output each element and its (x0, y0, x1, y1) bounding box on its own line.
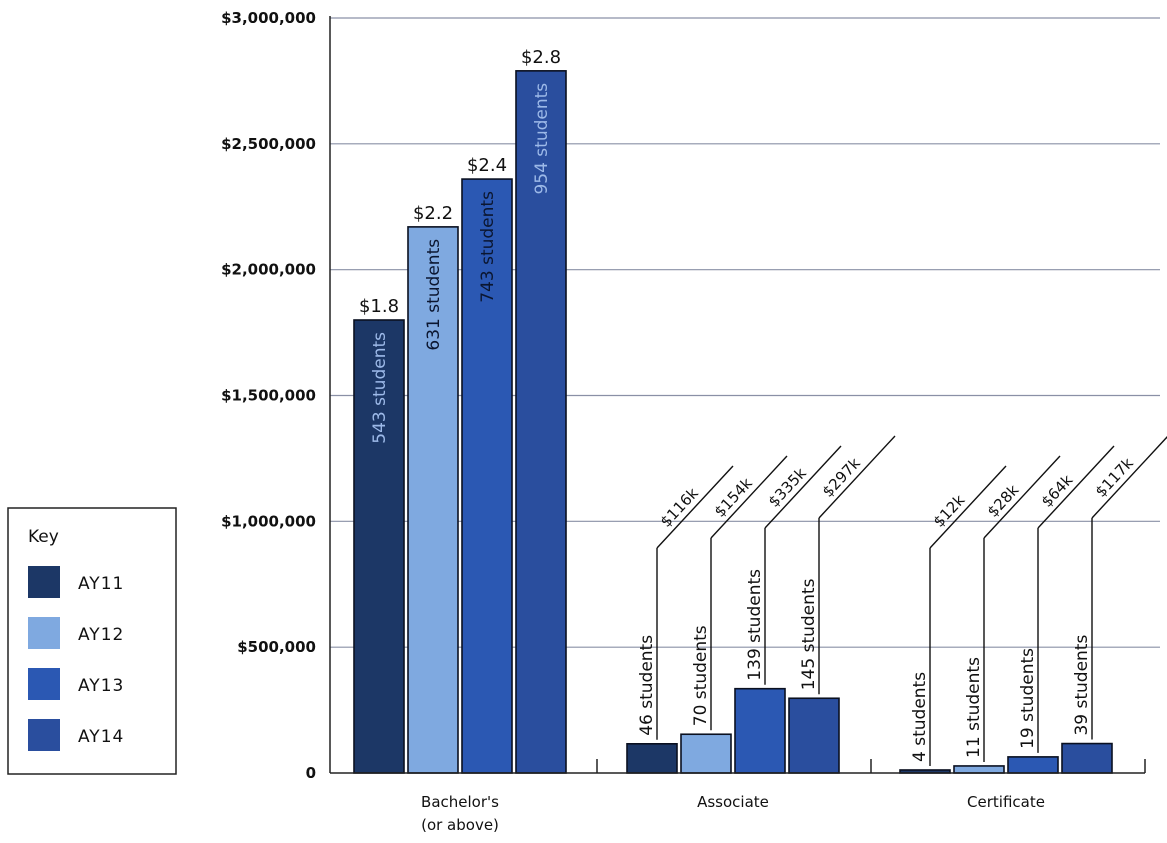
students-label: 543 students (370, 332, 390, 444)
leader-line-diagonal (929, 465, 1007, 549)
bar-ay13 (1007, 756, 1059, 774)
students-label: 70 students (691, 625, 711, 726)
students-label: 743 students (478, 191, 498, 303)
legend-swatch (28, 566, 60, 598)
leader-line-diagonal (764, 445, 842, 529)
y-tick-label: $1,000,000 (221, 512, 316, 530)
legend-title: Key (28, 527, 59, 547)
value-label: $64k (1038, 471, 1077, 511)
legend: Key AY11 AY12 AY13 AY14 (7, 507, 177, 775)
x-category-label: Certificate (967, 793, 1045, 811)
legend-swatch (28, 719, 60, 751)
leader-line-diagonal (1091, 436, 1167, 519)
legend-entry: AY11 (78, 574, 124, 594)
y-tick-label: $500,000 (237, 638, 316, 656)
y-axis: 0 $500,000 $1,000,000 $1,500,000 $2,000,000 $… (221, 9, 331, 782)
leader-line-diagonal (818, 435, 896, 519)
y-tick-label: $2,500,000 (221, 135, 316, 153)
bars (353, 70, 1113, 774)
bar-ay14 (788, 697, 840, 774)
bar-ay12 (407, 226, 459, 774)
legend-entry: AY14 (78, 727, 124, 747)
legend-swatch (28, 617, 60, 649)
value-labels: $1.8 543 students $2.2 631 students $2.4 743 … (359, 47, 1167, 766)
x-axis: Bachelor's (or above) Associate Certificate (330, 759, 1146, 834)
value-label: $12k (930, 491, 969, 531)
leader-line-diagonal (1037, 445, 1115, 529)
y-tick-label: 0 (306, 764, 316, 782)
students-label: 631 students (424, 239, 444, 351)
bar-ay14 (1061, 742, 1113, 774)
students-label: 46 students (637, 635, 657, 736)
leader-line-diagonal (656, 465, 734, 549)
students-label: 139 students (745, 569, 765, 681)
legend-entry: AY12 (78, 625, 124, 645)
bar-ay14 (515, 70, 567, 774)
legend-entry: AY13 (78, 676, 124, 696)
students-label: 145 students (799, 578, 819, 690)
value-label: $28k (984, 481, 1023, 521)
value-label: $2.2 (413, 203, 453, 224)
y-tick-label: $3,000,000 (221, 9, 316, 27)
y-tick-label: $1,500,000 (221, 387, 316, 405)
value-label: $1.8 (359, 296, 399, 317)
legend-swatch (28, 668, 60, 700)
x-category-label: (or above) (421, 816, 499, 834)
leader-line-diagonal (710, 455, 788, 539)
bar-ay12 (680, 733, 732, 774)
bar-ay12 (953, 765, 1005, 774)
students-label: 4 students (910, 672, 930, 762)
value-label: $2.8 (521, 47, 561, 68)
value-label: $2.4 (467, 155, 507, 176)
y-tick-label: $2,000,000 (221, 261, 316, 279)
bar-ay11 (626, 743, 678, 774)
x-category-label: Bachelor's (421, 793, 499, 811)
bar-ay13 (461, 178, 513, 774)
bar-ay13 (734, 687, 786, 774)
students-label: 39 students (1072, 635, 1092, 736)
students-label: 954 students (532, 83, 552, 195)
x-category-label: Associate (697, 793, 769, 811)
students-label: 19 students (1018, 648, 1038, 749)
leader-line-diagonal (983, 455, 1061, 539)
students-label: 11 students (964, 657, 984, 758)
